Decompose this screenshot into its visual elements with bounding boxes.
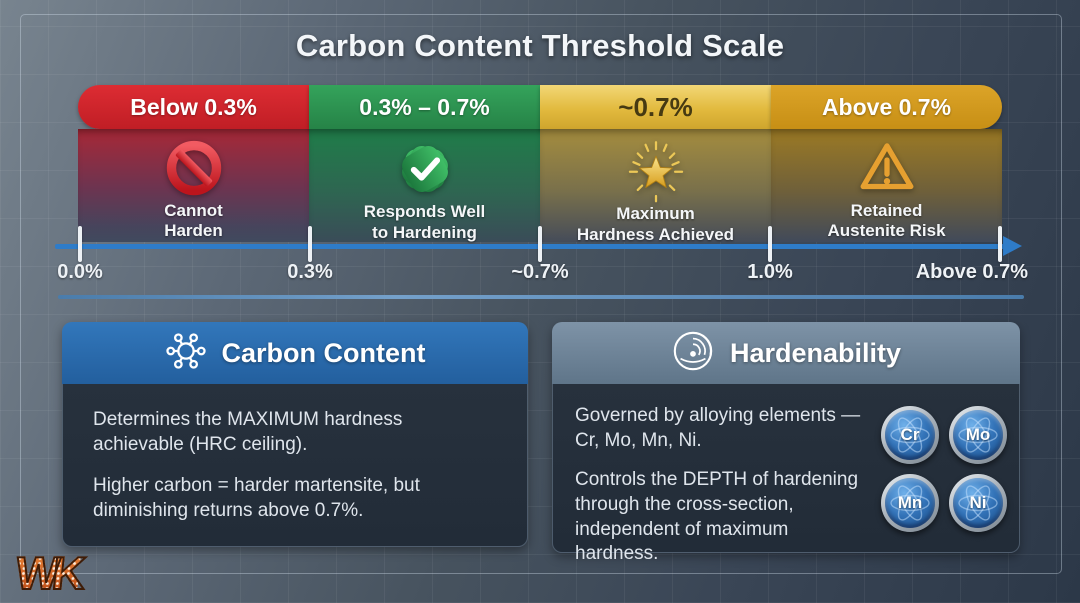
element-symbol: Mn	[897, 493, 923, 512]
axis-tick	[538, 226, 542, 262]
segment-0-3-to-0-7: 0.3% – 0.7% Responds W	[309, 85, 540, 242]
warning-triangle-icon	[857, 138, 917, 199]
segment-range-label: ~0.7%	[540, 85, 771, 129]
outer-frame	[20, 14, 1062, 574]
molecule-icon	[165, 330, 207, 377]
segment-range-label: 0.3% – 0.7%	[309, 85, 540, 129]
segment-caption: Cannot Harden	[164, 200, 223, 241]
section-divider	[58, 295, 1024, 299]
segment-around-0-7: ~0.7%	[540, 85, 771, 244]
sphere-section-icon	[671, 329, 715, 378]
carbon-card-body: Determines the MAXIMUM hardness achievab…	[62, 384, 528, 547]
segment-body: Responds Well to Hardening	[309, 129, 540, 242]
segment-caption: Retained Austenite Risk	[827, 200, 946, 241]
atom-icon	[953, 478, 1003, 528]
axis-tick	[308, 226, 312, 262]
element-badge-ni: Ni	[949, 474, 1007, 532]
segment-body: Cannot Harden	[78, 129, 309, 242]
carbon-paragraph-2: Higher carbon = harder martensite, but d…	[93, 475, 420, 522]
segment-range-label: Below 0.3%	[78, 85, 309, 129]
card-title: Hardenability	[729, 337, 902, 368]
axis-line	[55, 244, 1005, 249]
axis-tick	[768, 226, 772, 262]
segment-range-label: Above 0.7%	[771, 85, 1002, 129]
hardenability-card: Hardenability Governed by alloying eleme…	[552, 322, 1020, 564]
star-burst-icon	[623, 138, 689, 203]
segment-caption: Maximum Hardness Achieved	[576, 204, 735, 244]
element-badge-mo: Mo	[949, 406, 1007, 464]
axis-tick	[78, 226, 82, 262]
watermark-logo: WK	[12, 546, 82, 600]
verified-badge-icon	[394, 138, 456, 200]
segment-above-0-7: Above 0.7% Retained Austenite Risk	[771, 85, 1002, 242]
element-badge-mn: Mn	[881, 474, 939, 532]
hardenability-text: Governed by alloying elements — Cr, Mo, …	[575, 404, 875, 564]
axis-label: Above 0.7%	[915, 261, 1028, 283]
element-symbol: Mo	[965, 425, 991, 444]
axis-label: 0.0%	[57, 261, 103, 283]
atom-icon	[953, 410, 1003, 460]
axis-label: ~0.7%	[511, 261, 569, 283]
element-badge-cr: Cr	[881, 406, 939, 464]
hardenability-card-body: Governed by alloying elements — Cr, Mo, …	[552, 384, 1020, 564]
element-symbol: Ni	[969, 493, 987, 512]
prohibited-icon	[164, 138, 224, 199]
carbon-content-card: Carbon Content Determines the MAXIMUM ha…	[62, 322, 528, 547]
axis-label: 0.3%	[287, 261, 333, 283]
axis-label: 1.0%	[747, 261, 793, 283]
hardenability-paragraph-1: Governed by alloying elements — Cr, Mo, …	[575, 405, 861, 451]
segment-caption: Responds Well to Hardening	[363, 202, 486, 242]
card-title: Carbon Content	[221, 337, 426, 368]
segment-body: Maximum Hardness Achieved	[540, 129, 771, 244]
carbon-card-header: Carbon Content	[62, 322, 528, 384]
hardenability-card-header: Hardenability	[552, 322, 1020, 384]
axis-tick	[998, 226, 1002, 262]
page-title: Carbon Content Threshold Scale	[295, 28, 785, 63]
threshold-scale-band: Below 0.3% Cannot Harden 0.3% – 0.7%	[78, 85, 1002, 244]
alloy-element-badges: Cr Mo Mn	[881, 406, 1007, 552]
atom-icon	[885, 410, 935, 460]
segment-below-0-3: Below 0.3% Cannot Harden	[78, 85, 309, 242]
hardenability-paragraph-2: Controls the DEPTH of hardening through …	[575, 469, 859, 565]
axis-arrowhead-icon	[1003, 236, 1022, 256]
segment-body: Retained Austenite Risk	[771, 129, 1002, 242]
atom-icon	[885, 478, 935, 528]
carbon-paragraph-1: Determines the MAXIMUM hardness achievab…	[93, 409, 403, 455]
element-symbol: Cr	[900, 425, 920, 444]
